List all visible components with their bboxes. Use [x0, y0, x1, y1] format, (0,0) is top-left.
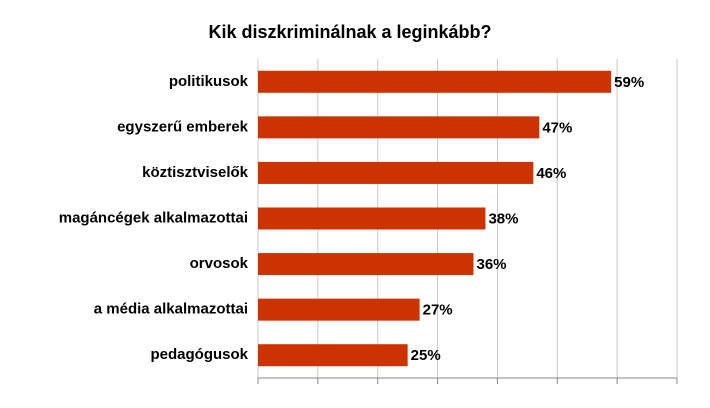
- value-label: 25%: [411, 347, 441, 364]
- y-tick-label: egyszerű emberek: [117, 118, 249, 135]
- y-tick-label: köztisztviselők: [142, 164, 249, 181]
- y-tick-label: a média alkalmazottai: [94, 301, 248, 318]
- y-tick-label: politikusok: [169, 73, 249, 90]
- bar: [258, 207, 486, 230]
- value-label: 46%: [536, 165, 566, 182]
- value-label: 47%: [542, 119, 572, 136]
- bar: [258, 298, 420, 321]
- chart-title: Kik diszkriminálnak a leginkább?: [208, 22, 491, 42]
- value-label: 59%: [614, 74, 644, 91]
- y-tick-label: magáncégek alkalmazottai: [59, 209, 248, 226]
- value-label: 36%: [476, 256, 506, 273]
- bar: [258, 253, 474, 276]
- bar: [258, 161, 534, 184]
- y-tick-label: orvosok: [190, 255, 249, 272]
- value-label: 38%: [488, 210, 518, 227]
- value-label: 27%: [423, 302, 453, 319]
- y-tick-label: pedagógusok: [150, 346, 248, 363]
- bar: [258, 344, 408, 367]
- bar: [258, 116, 540, 139]
- bar: [258, 70, 612, 93]
